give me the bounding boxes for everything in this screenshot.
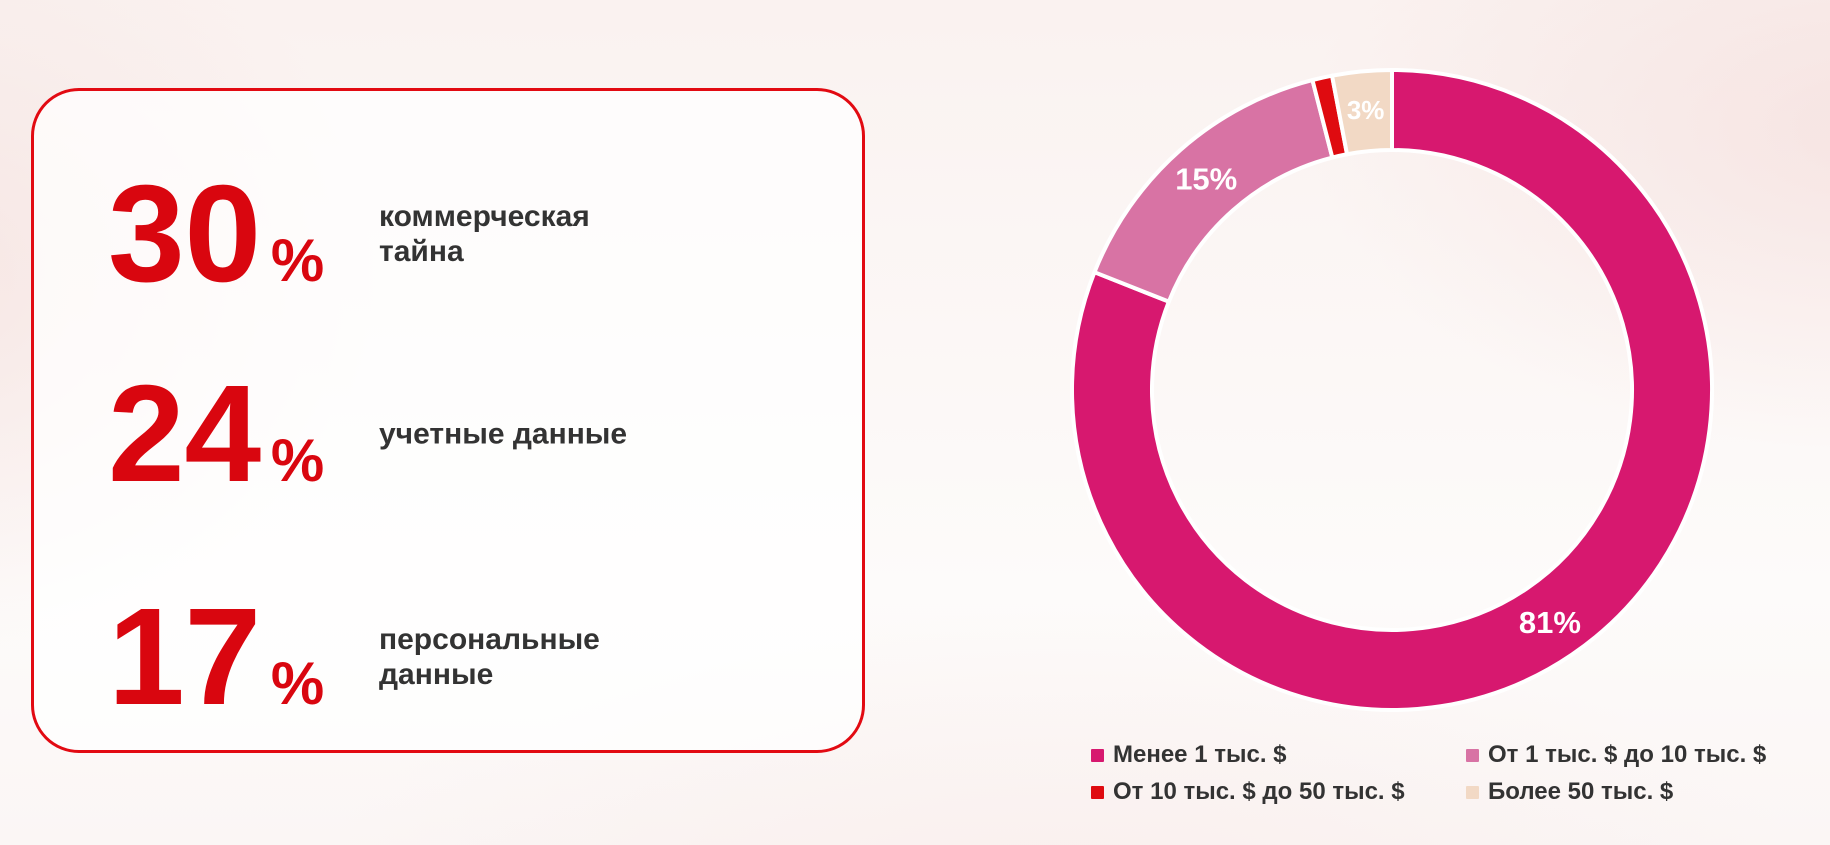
legend-label: Менее 1 тыс. $ (1113, 741, 1287, 768)
stat-label-line: персональные (379, 623, 600, 656)
stat-value: 30% (108, 165, 324, 328)
stat-label: коммерческая тайна (379, 199, 590, 269)
percent-sign: % (270, 227, 324, 294)
stat-label-line: данные (379, 658, 494, 691)
legend-item-1k-10k: От 1 тыс. $ до 10 тыс. $ (1466, 742, 1766, 768)
stat-row-credentials: 24% учетные данные (108, 365, 828, 503)
stat-row-commercial-secret: 30% коммерческая тайна (108, 165, 828, 303)
stat-label: персональные данные (379, 622, 600, 692)
percent-sign: % (270, 650, 324, 717)
legend-swatch-magenta (1091, 748, 1104, 762)
donut-segment-value-label: 15% (1175, 162, 1237, 197)
legend-swatch-beige (1466, 785, 1479, 799)
donut-segment-0 (1070, 68, 1714, 712)
donut-segment-value-label: 3% (1347, 95, 1385, 125)
legend-label: От 1 тыс. $ до 10 тыс. $ (1488, 741, 1767, 768)
legend-item-10k-50k: От 10 тыс. $ до 50 тыс. $ (1091, 779, 1405, 805)
donut-segment-value-label: 81% (1519, 605, 1581, 640)
stat-number: 17 (108, 580, 261, 734)
donut-segment-3 (1330, 68, 1394, 157)
stat-label-line: тайна (379, 235, 464, 268)
legend-label: От 10 тыс. $ до 50 тыс. $ (1113, 778, 1405, 805)
percent-sign: % (270, 427, 324, 494)
stat-label: учетные данные (379, 417, 627, 452)
legend-swatch-pink (1466, 748, 1479, 762)
stat-number: 24 (108, 357, 261, 511)
legend-item-less-1k: Менее 1 тыс. $ (1091, 742, 1287, 768)
legend-item-more-50k: Более 50 тыс. $ (1466, 779, 1673, 805)
stat-value: 24% (108, 365, 324, 528)
stat-label-line: коммерческая (379, 200, 590, 233)
stat-value: 17% (108, 588, 324, 751)
legend-swatch-red (1091, 785, 1104, 799)
donut-chart: 81% 15% 3% (1070, 68, 1714, 712)
stat-label-line: учетные данные (379, 417, 628, 451)
stat-row-personal-data: 17% персональные данные (108, 588, 828, 726)
stats-card: 30% коммерческая тайна 24% учетные данны… (31, 88, 865, 753)
legend-label: Более 50 тыс. $ (1488, 778, 1674, 805)
stat-number: 30 (108, 157, 261, 311)
